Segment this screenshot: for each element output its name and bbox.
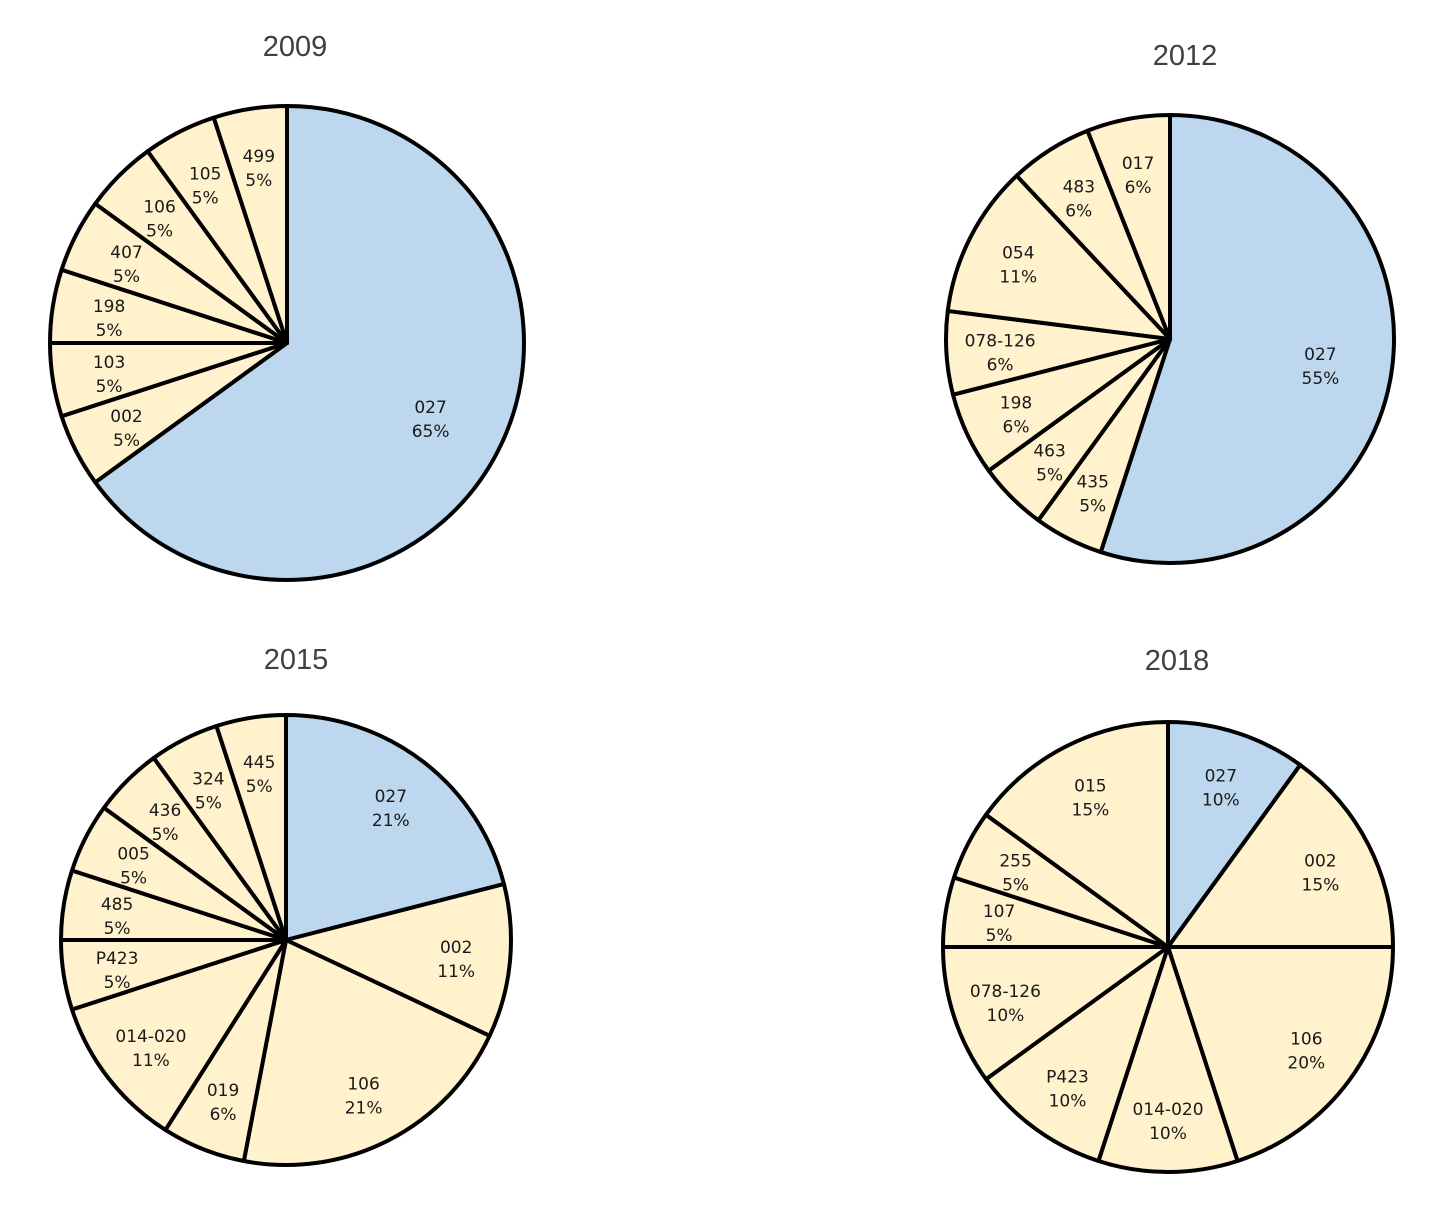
pie-slice-027 (93, 104, 526, 582)
slice-label-106: 106 21% (345, 1074, 383, 1118)
pie-slice-078-126 (941, 945, 1170, 1082)
slice-label-198: 198 5% (93, 297, 125, 341)
pie-2015: 027 21% 002 11% 106 21% 019 6% 014-020 11% P423 5% 4… (59, 713, 513, 1167)
chart-title-2012: 2012 (1152, 40, 1218, 72)
pie-2012: 027 55% 435 5% 463 5%198 6% 078-126 6% 054 11% 483 6… (944, 113, 1396, 565)
slice-label-054: 054 11% (999, 244, 1037, 288)
chart-title-2009: 2009 (262, 31, 328, 63)
slice-label-078-126: 078-126 10% (970, 982, 1041, 1026)
slice-label-483: 483 6% (1063, 177, 1095, 221)
slice-label-014-020: 014-020 10% (1132, 1100, 1203, 1144)
slice-label-019: 019 6% (207, 1081, 239, 1125)
slice-label-014-020: 014-020 11% (115, 1027, 186, 1071)
pie-slice-002 (284, 882, 513, 1038)
slice-label-485: 485 5% (101, 895, 133, 939)
slice-label-255: 255 5% (999, 851, 1031, 895)
slice-label-P423: P423 5% (96, 949, 139, 993)
slice-label-015: 015 15% (1072, 777, 1110, 821)
slice-label-106: 106 5% (143, 198, 175, 242)
slice-label-005: 005 5% (117, 844, 149, 888)
slice-label-463: 463 5% (1033, 441, 1065, 485)
slice-label-445: 445 5% (243, 753, 275, 797)
chart-title-2015: 2015 (263, 644, 329, 676)
pie-slice-015 (983, 720, 1170, 949)
pie-slice-445 (214, 713, 288, 942)
pie-slice-002 (1166, 762, 1395, 949)
slice-label-436: 436 5% (149, 801, 181, 845)
pie-2009: 027 65% 002 5% 103 5% 198 5% 407 5%106 5% 105 5% 499 5… (48, 104, 526, 582)
slice-label-027: 027 65% (412, 398, 450, 442)
slice-label-027: 027 55% (1302, 345, 1340, 389)
slice-label-103: 103 5% (93, 353, 125, 397)
slice-label-027: 027 10% (1202, 766, 1240, 810)
slice-label-106: 106 20% (1287, 1030, 1325, 1074)
slice-label-P423: P423 10% (1046, 1067, 1089, 1111)
slice-label-499: 499 5% (243, 147, 275, 191)
pie-slice-027 (1166, 720, 1303, 949)
pie-slice-P423 (983, 945, 1170, 1163)
slice-label-107: 107 5% (983, 902, 1015, 946)
pie-slice-014-020 (1096, 945, 1240, 1175)
slice-label-407: 407 5% (110, 243, 142, 287)
pie-slice-014-020 (70, 938, 288, 1132)
slice-label-027: 027 21% (372, 787, 410, 831)
pie-2018: 027 10% 002 15% 106 20% 014-020 10% P423 10%078-1… (941, 720, 1395, 1175)
pie-slice-027 (284, 713, 506, 942)
pie-slice-054 (945, 173, 1172, 341)
slice-label-017: 017 6% (1122, 154, 1154, 198)
slice-label-198: 198 6% (1000, 394, 1032, 438)
slice-label-435: 435 5% (1076, 473, 1108, 517)
pie-slice-017 (1085, 113, 1172, 341)
slice-label-002: 002 11% (437, 938, 475, 982)
pie-slice-106 (241, 938, 492, 1167)
pie-slice-499 (211, 104, 289, 345)
slice-label-078-126: 078-126 6% (965, 332, 1036, 376)
slice-label-002: 002 5% (110, 407, 142, 451)
chart-title-2018: 2018 (1144, 645, 1210, 677)
slice-label-324: 324 5% (192, 770, 224, 814)
pie-slice-106 (1166, 945, 1395, 1163)
pie-slice-027 (1098, 113, 1396, 565)
slice-label-105: 105 5% (189, 165, 221, 209)
slice-label-002: 002 15% (1302, 851, 1340, 895)
